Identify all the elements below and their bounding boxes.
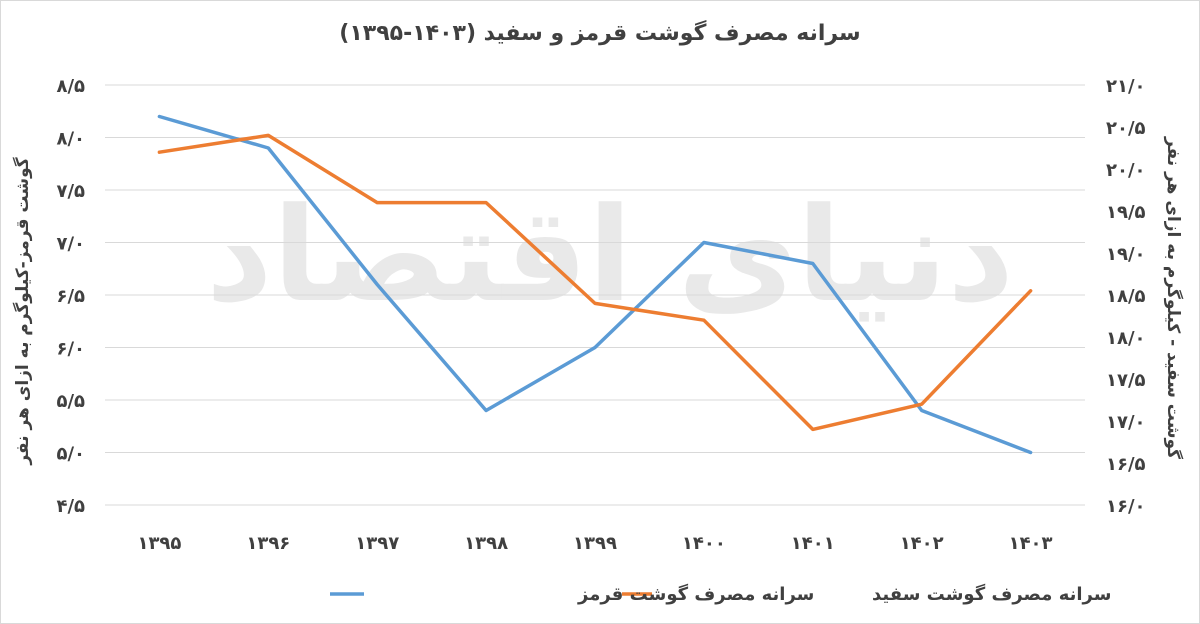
legend-label-red-meat: سرانه مصرف گوشت قرمز [577, 583, 814, 605]
left-tick-label: ۷/۵ [56, 181, 85, 202]
x-tick-label: ۱۴۰۳ [1009, 533, 1053, 554]
right-tick-label: ۱۷/۵ [1106, 370, 1146, 391]
left-tick-label: ۸/۰ [56, 129, 85, 150]
right-tick-label: ۱۶/۰ [1106, 496, 1146, 517]
left-tick-label: ۶/۵ [56, 286, 85, 307]
white-meat-series-line [157, 133, 1033, 432]
tick-labels: ۴/۵ ۵/۰ ۵/۵ ۶/۰ ۶/۵ ۷/۰ ۷/۵ ۸/۰ ۸/۵ ۱۶/۰ ۱۶/۵ ۱۷/۰ ۱… [56, 76, 1145, 554]
x-tick-label: ۱۴۰۰ [682, 533, 726, 554]
x-tick-label: ۱۳۹۹ [573, 533, 617, 554]
x-tick-label: ۱۴۰۱ [791, 533, 835, 554]
left-tick-label: ۶/۰ [56, 339, 85, 360]
left-tick-label: ۵/۵ [56, 391, 85, 412]
legend: سرانه مصرف گوشت سفید سرانه مصرف گوشت قرم… [330, 583, 1111, 605]
x-tick-label: ۱۳۹۷ [355, 533, 399, 554]
chart-title: سرانه مصرف گوشت قرمز و سفید (۱۴۰۳-۱۳۹۵) [339, 19, 860, 46]
legend-label-white-meat: سرانه مصرف گوشت سفید [872, 583, 1111, 605]
left-axis-title: گوشت قرمز-کیلوگرم به ازای هر نفر [12, 157, 33, 465]
left-tick-label: ۴/۵ [56, 496, 85, 517]
left-tick-label: ۵/۰ [56, 444, 85, 465]
x-tick-label: ۱۳۹۸ [464, 533, 508, 554]
right-tick-label: ۱۶/۵ [1106, 454, 1146, 475]
right-tick-label: ۲۱/۰ [1106, 76, 1146, 97]
left-tick-label: ۸/۵ [56, 76, 85, 97]
x-tick-label: ۱۳۹۵ [137, 533, 181, 554]
right-tick-label: ۱۷/۰ [1106, 412, 1146, 433]
right-tick-label: ۱۹/۰ [1106, 244, 1146, 265]
left-tick-label: ۷/۰ [56, 234, 85, 255]
gridlines [105, 84, 1085, 506]
x-tick-label: ۱۳۹۶ [246, 533, 290, 554]
right-tick-label: ۲۰/۵ [1106, 118, 1146, 139]
series-lines [157, 114, 1033, 455]
watermark: دنیای اقتصاد [206, 179, 1014, 331]
red-meat-series-line [157, 114, 1033, 455]
right-tick-label: ۱۹/۵ [1106, 202, 1146, 223]
right-axis-title: گوشت سفید - کیلوگرم به ازای هر نفر [1163, 136, 1184, 459]
right-tick-label: ۱۸/۰ [1106, 328, 1146, 349]
right-tick-label: ۱۸/۵ [1106, 286, 1146, 307]
right-tick-label: ۲۰/۰ [1106, 160, 1146, 181]
x-tick-label: ۱۴۰۲ [900, 533, 944, 554]
